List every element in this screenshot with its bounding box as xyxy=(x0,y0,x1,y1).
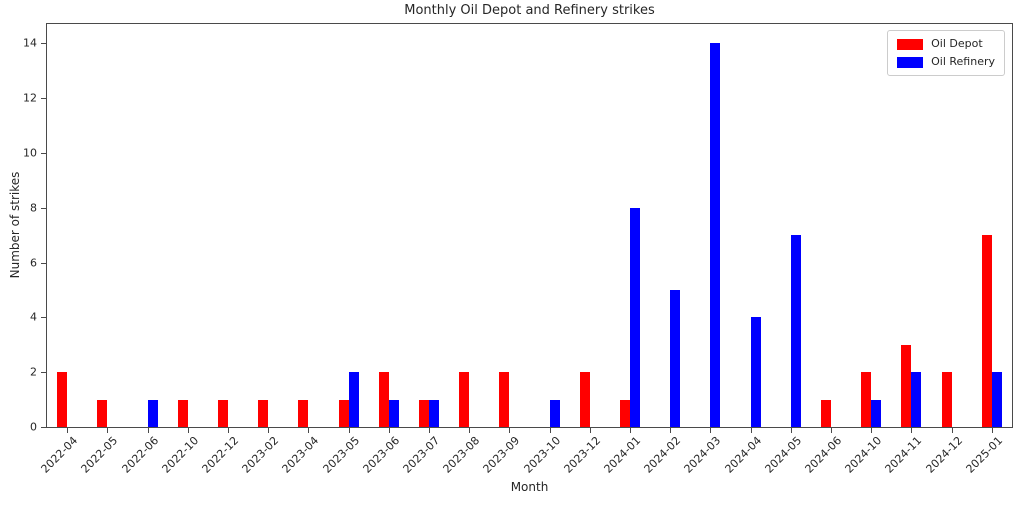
x-tick-mark-2022-05 xyxy=(107,428,108,433)
bar-oil-refinery-2023-05 xyxy=(349,372,359,427)
bar-oil-refinery-2025-01 xyxy=(992,372,1002,427)
y-tick-mark-6 xyxy=(41,263,46,264)
bar-oil-depot-2022-10 xyxy=(178,400,188,427)
bar-oil-depot-2022-12 xyxy=(218,400,228,427)
chart-title: Monthly Oil Depot and Refinery strikes xyxy=(404,3,655,18)
x-tick-mark-2022-04 xyxy=(67,428,68,433)
bar-oil-depot-2024-12 xyxy=(942,372,952,427)
legend-label-oil-depot: Oil Depot xyxy=(931,37,983,50)
x-tick-mark-2023-08 xyxy=(469,428,470,433)
bar-oil-depot-2024-01 xyxy=(620,400,630,427)
y-tick-label-8: 8 xyxy=(30,201,37,215)
x-tick-mark-2022-10 xyxy=(188,428,189,433)
bar-oil-refinery-2024-02 xyxy=(670,290,680,427)
bar-oil-depot-2023-05 xyxy=(339,400,349,427)
bar-oil-depot-2024-06 xyxy=(821,400,831,427)
legend-swatch-oil-refinery xyxy=(897,56,924,68)
y-tick-label-4: 4 xyxy=(30,310,37,324)
bar-oil-refinery-2023-07 xyxy=(429,400,439,427)
y-tick-mark-4 xyxy=(41,317,46,318)
legend-label-oil-refinery: Oil Refinery xyxy=(931,55,995,68)
y-tick-label-2: 2 xyxy=(30,365,37,379)
bar-oil-refinery-2024-04 xyxy=(751,317,761,427)
bar-oil-refinery-2024-10 xyxy=(871,400,881,427)
y-tick-mark-8 xyxy=(41,208,46,209)
bar-oil-depot-2023-12 xyxy=(580,372,590,427)
bar-oil-refinery-2022-06 xyxy=(148,400,158,427)
x-tick-mark-2023-04 xyxy=(308,428,309,433)
bar-oil-refinery-2024-03 xyxy=(710,43,720,427)
bar-oil-refinery-2023-06 xyxy=(389,400,399,427)
legend-entry-oil-depot: Oil Depot xyxy=(897,38,995,50)
y-tick-mark-0 xyxy=(41,427,46,428)
bar-oil-refinery-2024-05 xyxy=(791,235,801,427)
y-tick-mark-12 xyxy=(41,98,46,99)
bar-oil-depot-2024-10 xyxy=(861,372,871,427)
x-tick-mark-2024-12 xyxy=(952,428,953,433)
x-tick-mark-2024-10 xyxy=(871,428,872,433)
x-tick-mark-2023-09 xyxy=(509,428,510,433)
bar-oil-refinery-2024-11 xyxy=(911,372,921,427)
bar-oil-depot-2023-04 xyxy=(298,400,308,427)
y-tick-label-10: 10 xyxy=(23,146,37,160)
x-tick-mark-2024-03 xyxy=(710,428,711,433)
x-tick-mark-2024-06 xyxy=(831,428,832,433)
bar-oil-depot-2024-11 xyxy=(901,345,911,427)
legend-swatch-oil-depot xyxy=(897,38,924,50)
bar-oil-depot-2023-02 xyxy=(258,400,268,427)
x-axis-label: Month xyxy=(510,480,549,494)
legend-entry-oil-refinery: Oil Refinery xyxy=(897,56,995,68)
x-tick-mark-2023-07 xyxy=(429,428,430,433)
x-tick-mark-2023-02 xyxy=(268,428,269,433)
y-tick-label-12: 12 xyxy=(23,91,37,105)
legend: Oil Depot Oil Refinery xyxy=(887,30,1005,76)
x-tick-mark-2024-01 xyxy=(630,428,631,433)
x-tick-mark-2023-05 xyxy=(349,428,350,433)
y-tick-label-0: 0 xyxy=(30,420,37,434)
x-tick-mark-2024-02 xyxy=(670,428,671,433)
bar-oil-depot-2022-04 xyxy=(57,372,67,427)
x-tick-mark-2023-12 xyxy=(590,428,591,433)
bar-oil-depot-2023-08 xyxy=(459,372,469,427)
y-tick-mark-2 xyxy=(41,372,46,373)
y-tick-mark-14 xyxy=(41,43,46,44)
bar-oil-depot-2023-06 xyxy=(379,372,389,427)
bar-oil-depot-2023-09 xyxy=(499,372,509,427)
plot-area xyxy=(46,23,1013,428)
bar-oil-depot-2023-07 xyxy=(419,400,429,427)
x-tick-mark-2023-10 xyxy=(550,428,551,433)
x-tick-mark-2025-01 xyxy=(992,428,993,433)
x-tick-mark-2022-06 xyxy=(148,428,149,433)
bar-oil-depot-2025-01 xyxy=(982,235,992,427)
x-tick-mark-2023-06 xyxy=(389,428,390,433)
bar-oil-refinery-2024-01 xyxy=(630,208,640,427)
x-tick-mark-2024-05 xyxy=(791,428,792,433)
x-tick-mark-2024-04 xyxy=(751,428,752,433)
x-tick-mark-2022-12 xyxy=(228,428,229,433)
bar-oil-depot-2022-05 xyxy=(97,400,107,427)
y-tick-mark-10 xyxy=(41,153,46,154)
x-tick-mark-2024-11 xyxy=(911,428,912,433)
bar-oil-refinery-2023-10 xyxy=(550,400,560,427)
y-tick-label-14: 14 xyxy=(23,36,37,50)
y-tick-label-6: 6 xyxy=(30,256,37,270)
